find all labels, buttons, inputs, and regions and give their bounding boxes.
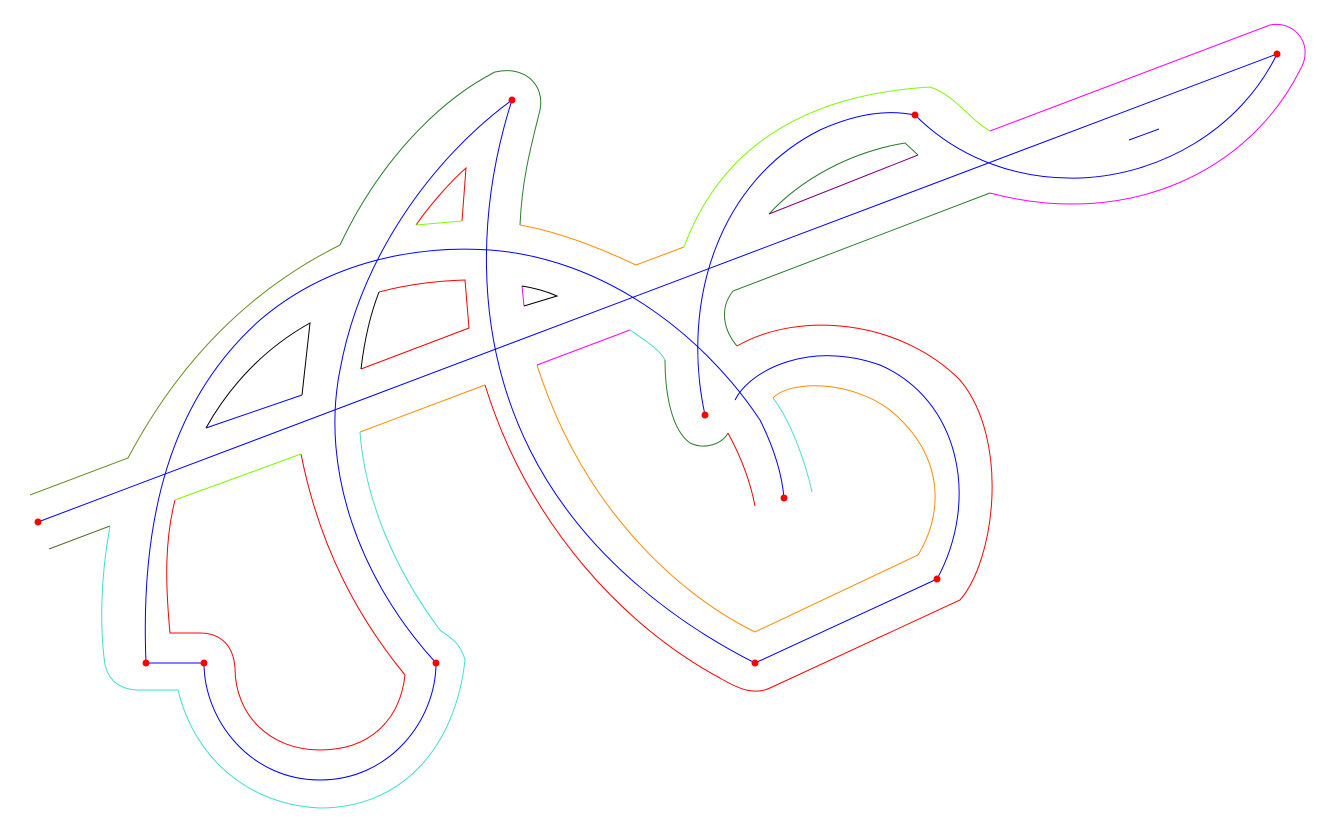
control-point[interactable] [432,659,440,667]
inner-holes [205,128,1160,429]
outer-top-lime [683,86,991,248]
hole-tiny-blue [1128,128,1160,141]
outer-left-dark-olive [48,525,111,550]
centerline-rise-curve [334,99,513,664]
control-point[interactable] [1273,50,1281,58]
control-point[interactable] [701,411,709,419]
hole-mid-red [360,279,470,370]
outer-mid-orange [519,224,685,266]
control-point[interactable] [34,518,42,526]
control-points [34,50,1281,667]
centerline-descend-curve [486,99,756,664]
control-point[interactable] [508,96,516,104]
outer-heart-dark-green [664,359,729,447]
centerline-diagonal [37,53,1278,523]
outer-heart-cyan [629,329,666,361]
centerline-left-arc [144,248,785,664]
control-point[interactable] [142,659,150,667]
outer-heart-red [484,324,993,692]
control-point[interactable] [200,659,208,667]
centerline [37,53,1278,781]
hole-left-blue [205,394,303,429]
control-point[interactable] [780,494,788,502]
centerline-inner-curve [697,112,916,416]
outer-offsets [29,23,1306,809]
outer-top-dark-green [339,70,542,246]
outer-bottom-cyan [101,431,466,809]
hole-small-black [521,285,559,307]
hole-top-red [415,166,467,226]
outer-heart-orange [536,364,936,633]
centerline-heart-base [754,578,938,664]
control-point[interactable] [933,575,941,583]
centerline-heart-lobe [734,355,960,580]
outer-heart-red-tail [727,432,756,507]
outer-lower-left-red [166,453,406,751]
hole-left-black [205,322,311,429]
outer-lower-left-lime [174,453,302,501]
outer-inner-cyan [772,397,813,493]
control-point[interactable] [911,111,919,119]
outer-left-olive [29,244,341,496]
outer-mid-orange-2 [359,384,486,433]
hole-right-dark-green [768,142,919,215]
hole-right-purple [768,154,919,215]
hole-small-magenta [521,285,525,307]
outer-top-magenta [989,23,1306,205]
hole-top-lime [415,220,463,226]
control-point[interactable] [751,659,759,667]
hole-mid-black [360,291,380,370]
outer-heart-magenta [536,329,631,366]
centerline-top-loop [914,53,1278,179]
outer-right-dark-green [724,192,991,347]
centerline-lower-loop [203,662,437,781]
